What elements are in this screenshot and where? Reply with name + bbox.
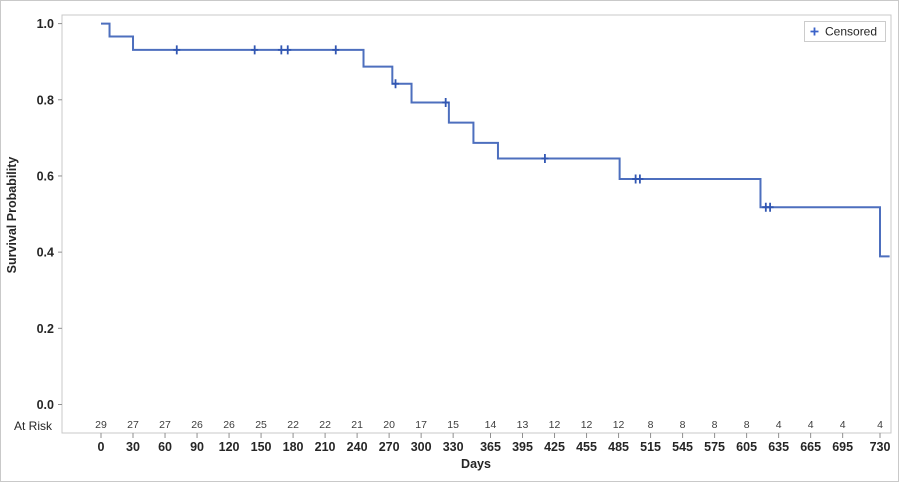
- x-axis-ticks: 0 30 60 90 120 150 180 210 240 270 300 330 365 395 425…: [98, 433, 891, 454]
- at-risk-count: 4: [840, 419, 846, 431]
- x-tick-label: 240: [347, 440, 368, 454]
- x-tick-label: 575: [704, 440, 725, 454]
- x-tick-label: 425: [544, 440, 565, 454]
- at-risk-count: 8: [680, 419, 686, 431]
- x-tick-label: 695: [832, 440, 853, 454]
- at-risk-count: 13: [517, 419, 529, 431]
- censored-mark-icon: [541, 153, 549, 163]
- at-risk-row-label: At Risk: [14, 419, 53, 433]
- at-risk-count: 12: [581, 419, 593, 431]
- x-tick-label: 120: [219, 440, 240, 454]
- censored-mark-icon: [251, 45, 259, 55]
- at-risk-count: 22: [287, 419, 299, 431]
- x-tick-label: 30: [126, 440, 140, 454]
- censor-marks: [173, 45, 774, 212]
- at-risk-count: 4: [808, 419, 814, 431]
- y-tick-label: 0.4: [37, 246, 54, 260]
- at-risk-count: 21: [351, 419, 363, 431]
- censored-mark-icon: [284, 45, 292, 55]
- at-risk-count: 14: [485, 419, 497, 431]
- at-risk-count: 12: [549, 419, 561, 431]
- x-tick-label: 300: [411, 440, 432, 454]
- y-tick-label: 0.8: [37, 93, 54, 107]
- censored-mark-icon: [332, 45, 340, 55]
- x-tick-label: 270: [379, 440, 400, 454]
- at-risk-count: 29: [95, 419, 107, 431]
- at-risk-count: 8: [744, 419, 750, 431]
- y-axis-title: Survival Probability: [5, 157, 19, 274]
- x-tick-label: 665: [800, 440, 821, 454]
- at-risk-count: 27: [159, 419, 171, 431]
- survival-curve: [101, 22, 890, 258]
- at-risk-count: 26: [191, 419, 203, 431]
- x-tick-label: 365: [480, 440, 501, 454]
- x-tick-label: 90: [190, 440, 204, 454]
- at-risk-count: 4: [877, 419, 883, 431]
- censored-plus-icon: [810, 27, 819, 36]
- x-tick-label: 605: [736, 440, 757, 454]
- at-risk-count: 8: [712, 419, 718, 431]
- at-risk-values: 29 27 27 26 26 25 22 22 21 20 17 15 14 13 12 12 12 8 8 8 8 4 4…: [95, 419, 883, 431]
- x-axis-title: Days: [461, 457, 491, 471]
- y-tick-label: 0.6: [37, 169, 54, 183]
- x-tick-label: 485: [608, 440, 629, 454]
- at-risk-count: 25: [255, 419, 267, 431]
- at-risk-count: 22: [319, 419, 331, 431]
- x-tick-label: 395: [512, 440, 533, 454]
- y-tick-label: 0.2: [37, 322, 54, 336]
- x-tick-label: 515: [640, 440, 661, 454]
- censored-mark-icon: [392, 79, 400, 89]
- x-tick-label: 180: [283, 440, 304, 454]
- at-risk-count: 15: [447, 419, 459, 431]
- survival-step-line: [101, 22, 890, 258]
- legend-label: Censored: [825, 25, 877, 39]
- at-risk-count: 4: [776, 419, 782, 431]
- censored-mark-icon: [173, 45, 181, 55]
- y-tick-label: 1.0: [37, 17, 54, 31]
- x-tick-label: 0: [98, 440, 105, 454]
- y-axis-ticks: 0.0 0.2 0.4 0.6 0.8 1.0: [37, 17, 62, 412]
- at-risk-count: 27: [127, 419, 139, 431]
- plot-area-border: [61, 14, 892, 434]
- censored-mark-icon: [442, 97, 450, 107]
- censored-mark-icon: [277, 45, 285, 55]
- at-risk-count: 17: [415, 419, 427, 431]
- x-tick-label: 60: [158, 440, 172, 454]
- at-risk-count: 26: [223, 419, 235, 431]
- x-tick-label: 330: [443, 440, 464, 454]
- y-tick-label: 0.0: [37, 398, 54, 412]
- censored-mark-icon: [766, 202, 774, 212]
- at-risk-count: 12: [613, 419, 625, 431]
- at-risk-count: 8: [648, 419, 654, 431]
- x-tick-label: 545: [672, 440, 693, 454]
- at-risk-count: 20: [383, 419, 395, 431]
- x-tick-label: 455: [576, 440, 597, 454]
- legend-box: [804, 21, 886, 42]
- x-tick-label: 150: [251, 440, 272, 454]
- censored-mark-icon: [636, 174, 644, 184]
- x-tick-label: 210: [315, 440, 336, 454]
- x-tick-label: 635: [768, 440, 789, 454]
- legend: Censored: [804, 21, 886, 42]
- x-tick-label: 730: [870, 440, 891, 454]
